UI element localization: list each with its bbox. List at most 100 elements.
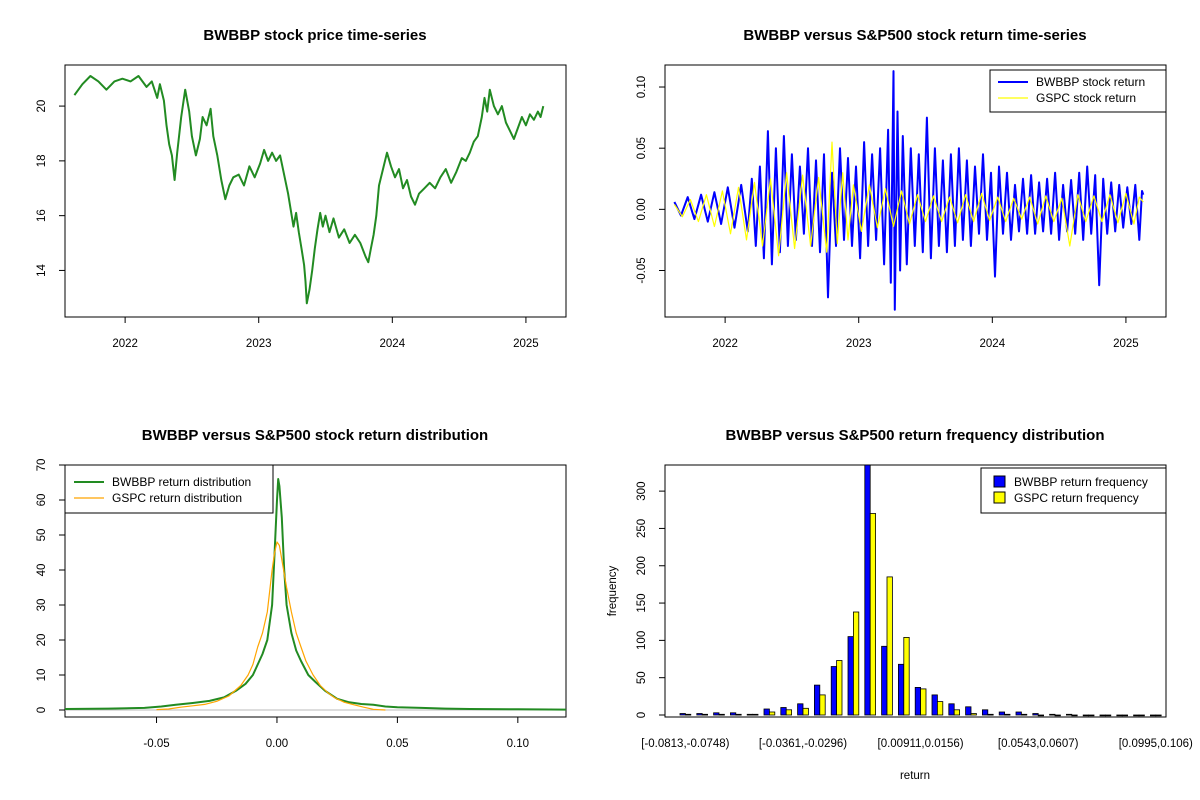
histogram-y-tick-label: 250 (636, 519, 648, 538)
price-series-line-1 (73, 75, 545, 305)
density-series-line-1 (65, 478, 566, 711)
density-y-tick-label: 40 (36, 564, 48, 577)
histogram-bar-gspc (853, 611, 860, 716)
histogram-bar-gspc (685, 713, 692, 716)
price-x-tick-label: 2023 (246, 338, 272, 350)
density-series-line-2 (156, 541, 386, 711)
histogram-category-label: [0.0995,0.106) (1119, 738, 1193, 750)
density-chart-panel: BWBBP versus S&P500 stock return distrib… (36, 427, 567, 750)
density-x-tick-label: 0.05 (386, 738, 408, 750)
histogram-bar-gspc (1155, 714, 1162, 717)
price-y-tick-label: 18 (36, 154, 48, 167)
legend-label-bwbbp-distribution: BWBBP return distribution (112, 475, 251, 489)
histogram-bar-bwbbp (881, 645, 888, 716)
legend-swatch-gspc-frequency (993, 491, 1006, 504)
density-x-tick-label: 0.10 (507, 738, 529, 750)
legend-label-bwbbp-frequency: BWBBP return frequency (1014, 475, 1148, 489)
density-x-tick-label: -0.05 (143, 738, 169, 750)
histogram-bar-gspc (785, 709, 793, 716)
histogram-bar-bwbbp (914, 687, 922, 716)
histogram-bar-bwbbp (982, 709, 989, 716)
histogram-bar-bwbbp (696, 713, 703, 716)
histogram-category-label: [0.0543,0.0607) (998, 738, 1079, 750)
histogram-y-axis-label: frequency (607, 566, 619, 617)
density-y-tick-label: 20 (36, 634, 48, 647)
histogram-bar-gspc (1021, 713, 1028, 716)
histogram-bar-bwbbp (830, 666, 838, 716)
histogram-bar-bwbbp (780, 707, 787, 716)
density-y-tick-label: 0 (36, 707, 48, 713)
histogram-bar-bwbbp (965, 706, 972, 716)
histogram-bar-gspc (1004, 713, 1011, 716)
histogram-bar-gspc (920, 688, 927, 716)
histogram-bar-bwbbp (948, 703, 955, 716)
returns-x-tick-label: 2023 (846, 338, 872, 350)
histogram-chart-title: BWBBP versus S&P500 return frequency dis… (726, 427, 1105, 444)
histogram-bar-gspc (752, 713, 759, 716)
density-legend-box (64, 464, 274, 514)
returns-y-tick-label: 0.05 (636, 137, 648, 159)
price-y-tick-label: 20 (36, 100, 48, 113)
histogram-legend-box (980, 467, 1167, 514)
density-plot-frame (64, 464, 567, 718)
histogram-bar-bwbbp (763, 708, 770, 716)
returns-x-tick-label: 2024 (980, 338, 1006, 350)
price-series-group (73, 75, 545, 305)
histogram-bar-bwbbp (998, 711, 1006, 716)
histogram-plot-frame (664, 464, 1167, 718)
histogram-bar-gspc (735, 713, 742, 716)
histogram-bar-bwbbp (864, 464, 871, 716)
histogram-bar-gspc (987, 713, 994, 716)
density-y-tick-label: 60 (36, 494, 48, 507)
histogram-category-label: [-0.0813,-0.0748) (641, 738, 729, 750)
legend-label-gspc-distribution: GSPC return distribution (112, 491, 242, 505)
histogram-bar-gspc (836, 660, 843, 716)
returns-series-line-2 (673, 141, 1144, 257)
price-y-tick-label: 16 (36, 209, 48, 222)
histogram-bar-gspc (802, 707, 809, 716)
histogram-bar-bwbbp (1150, 714, 1157, 717)
price-chart-title: BWBBP stock price time-series (203, 27, 426, 44)
histogram-bar-bwbbp (713, 712, 720, 716)
histogram-bar-gspc (769, 711, 776, 716)
density-series-group (65, 478, 566, 711)
histogram-y-tick-label: 100 (636, 631, 648, 650)
price-x-tick-label: 2024 (380, 338, 406, 350)
price-x-tick-label: 2025 (513, 338, 539, 350)
histogram-bar-gspc (1054, 714, 1061, 717)
histogram-bar-gspc (1138, 714, 1145, 717)
price-chart-marks: 2022 2023 2024 2025 14 16 18 20 (36, 75, 545, 350)
histogram-bar-bwbbp (1082, 714, 1089, 717)
histogram-bar-bwbbp (1032, 713, 1039, 716)
histogram-bar-gspc (1037, 714, 1044, 717)
returns-y-tick-label: 0.00 (636, 198, 648, 220)
returns-x-tick-label: 2025 (1113, 338, 1139, 350)
histogram-bar-bwbbp (931, 694, 938, 716)
density-x-tick-label: 0.00 (266, 738, 288, 750)
price-y-tick-label: 14 (36, 263, 48, 276)
legend-label-gspc-return: GSPC stock return (1036, 91, 1136, 105)
returns-x-tick-label: 2022 (712, 338, 738, 350)
legend-label-gspc-frequency: GSPC return frequency (1014, 491, 1139, 505)
histogram-chart-panel: BWBBP versus S&P500 return frequency dis… (607, 427, 1193, 782)
density-y-tick-label: 30 (36, 599, 48, 612)
histogram-bar-gspc (718, 713, 725, 716)
histogram-bar-bwbbp (1015, 711, 1022, 716)
histogram-x-axis-label: return (900, 770, 930, 782)
histogram-bar-bwbbp (1049, 713, 1056, 716)
histogram-bar-gspc (953, 709, 961, 716)
returns-chart-panel: BWBBP versus S&P500 stock return time-se… (636, 27, 1167, 350)
returns-legend: BWBBP stock return GSPC stock return (989, 69, 1167, 113)
price-chart-panel: BWBBP stock price time-series 2022 2023 20… (36, 27, 567, 350)
histogram-bar-bwbbp (814, 684, 821, 716)
returns-legend-box (989, 69, 1167, 113)
histogram-category-label: [-0.0361,-0.0296) (759, 738, 847, 750)
returns-y-tick-label: -0.05 (636, 257, 648, 283)
returns-series-line-1 (673, 70, 1145, 311)
price-x-tick-label: 2022 (112, 338, 138, 350)
density-y-tick-label: 50 (36, 529, 48, 542)
histogram-legend: BWBBP return frequency GSPC return frequ… (980, 467, 1167, 514)
density-y-tick-label: 10 (36, 669, 48, 682)
histogram-bar-bwbbp (1066, 713, 1073, 716)
